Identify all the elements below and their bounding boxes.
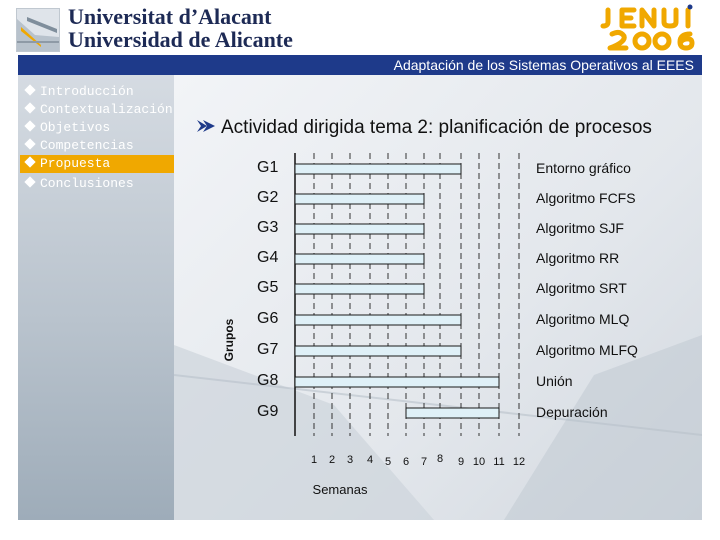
university-name-line2: Universidad de Alicante: [68, 27, 293, 52]
group-label: G9: [257, 403, 278, 420]
x-tick-label: 3: [347, 454, 353, 466]
gantt-bar: [294, 345, 462, 357]
gantt-bar: [294, 283, 425, 295]
x-tick-label: 11: [493, 456, 504, 468]
content-area: [174, 75, 702, 520]
frame-bottom: [0, 520, 720, 540]
nav-item-label: Contextualización: [40, 102, 173, 117]
x-tick-label: 12: [513, 456, 525, 468]
gantt-bar: [294, 193, 425, 205]
gantt-bar: [294, 253, 425, 265]
activity-label: Algoritmo MLQ: [536, 311, 629, 327]
jenui-logo-icon: [600, 4, 695, 51]
x-tick-label: 8: [437, 453, 443, 465]
activity-heading: Actividad dirigida tema 2: planificación…: [197, 117, 652, 139]
nav-item-label: Competencias: [40, 138, 134, 153]
x-tick-label: 10: [473, 456, 485, 468]
sidebar: [18, 75, 174, 520]
university-name-line1: Universitat d’Alacant: [68, 4, 272, 29]
background-building-image: [174, 335, 702, 520]
header: Universitat d’Alacant Universidad de Ali…: [0, 0, 720, 55]
gantt-bar: [294, 376, 500, 388]
gantt-bar: [405, 407, 500, 419]
nav-item-objetivos[interactable]: Objetivos: [22, 119, 110, 137]
activity-label: Algoritmo RR: [536, 250, 619, 266]
group-label: G6: [257, 310, 278, 327]
university-logo-icon: [16, 8, 60, 52]
x-tick-label: 5: [385, 456, 391, 468]
group-label: G3: [257, 219, 278, 236]
group-label: G5: [257, 279, 278, 296]
nav-item-label: Introducción: [40, 84, 134, 99]
group-label: G8: [257, 372, 278, 389]
x-tick-label: 4: [367, 454, 373, 466]
x-tick-label: 9: [458, 456, 464, 468]
activity-heading-text: Actividad dirigida tema 2: planificación…: [221, 117, 652, 138]
nav-item-label: Conclusiones: [40, 176, 134, 191]
arrow-icon: [197, 120, 215, 132]
nav-item-label: Objetivos: [40, 120, 111, 135]
nav-item-conclusiones[interactable]: Conclusiones: [22, 175, 134, 193]
group-label: G2: [257, 189, 278, 206]
frame-right: [702, 55, 720, 540]
group-label: G1: [257, 159, 278, 176]
gantt-bar: [294, 223, 425, 235]
nav-item-introduccion[interactable]: Introducción: [22, 83, 134, 101]
x-axis-label: Semanas: [313, 482, 368, 497]
title-bar: Adaptación de los Sistemas Operativos al…: [18, 55, 702, 75]
group-label: G4: [257, 249, 278, 266]
nav-item-label: Propuesta: [40, 156, 111, 171]
activity-label: Entorno gráfico: [536, 160, 631, 176]
activity-label: Algoritmo SRT: [536, 280, 627, 296]
activity-label: Algoritmo SJF: [536, 220, 624, 236]
activity-label: Depuración: [536, 404, 608, 420]
nav-item-propuesta[interactable]: Propuesta: [20, 155, 174, 173]
gantt-bar: [294, 314, 462, 326]
group-label: G7: [257, 341, 278, 358]
presentation-title: Adaptación de los Sistemas Operativos al…: [393, 57, 694, 73]
activity-label: Unión: [536, 373, 573, 389]
x-tick-label: 7: [421, 456, 427, 468]
x-tick-label: 2: [329, 454, 335, 466]
activity-label: Algoritmo MLFQ: [536, 342, 638, 358]
nav-item-competencias[interactable]: Competencias: [22, 137, 134, 155]
y-axis-label: Grupos: [222, 318, 236, 361]
x-tick-label: 6: [403, 456, 409, 468]
activity-label: Algoritmo FCFS: [536, 190, 636, 206]
gantt-bar: [294, 163, 462, 175]
nav-item-contextualizacion[interactable]: Contextualización: [22, 101, 173, 119]
x-tick-label: 1: [311, 454, 317, 466]
